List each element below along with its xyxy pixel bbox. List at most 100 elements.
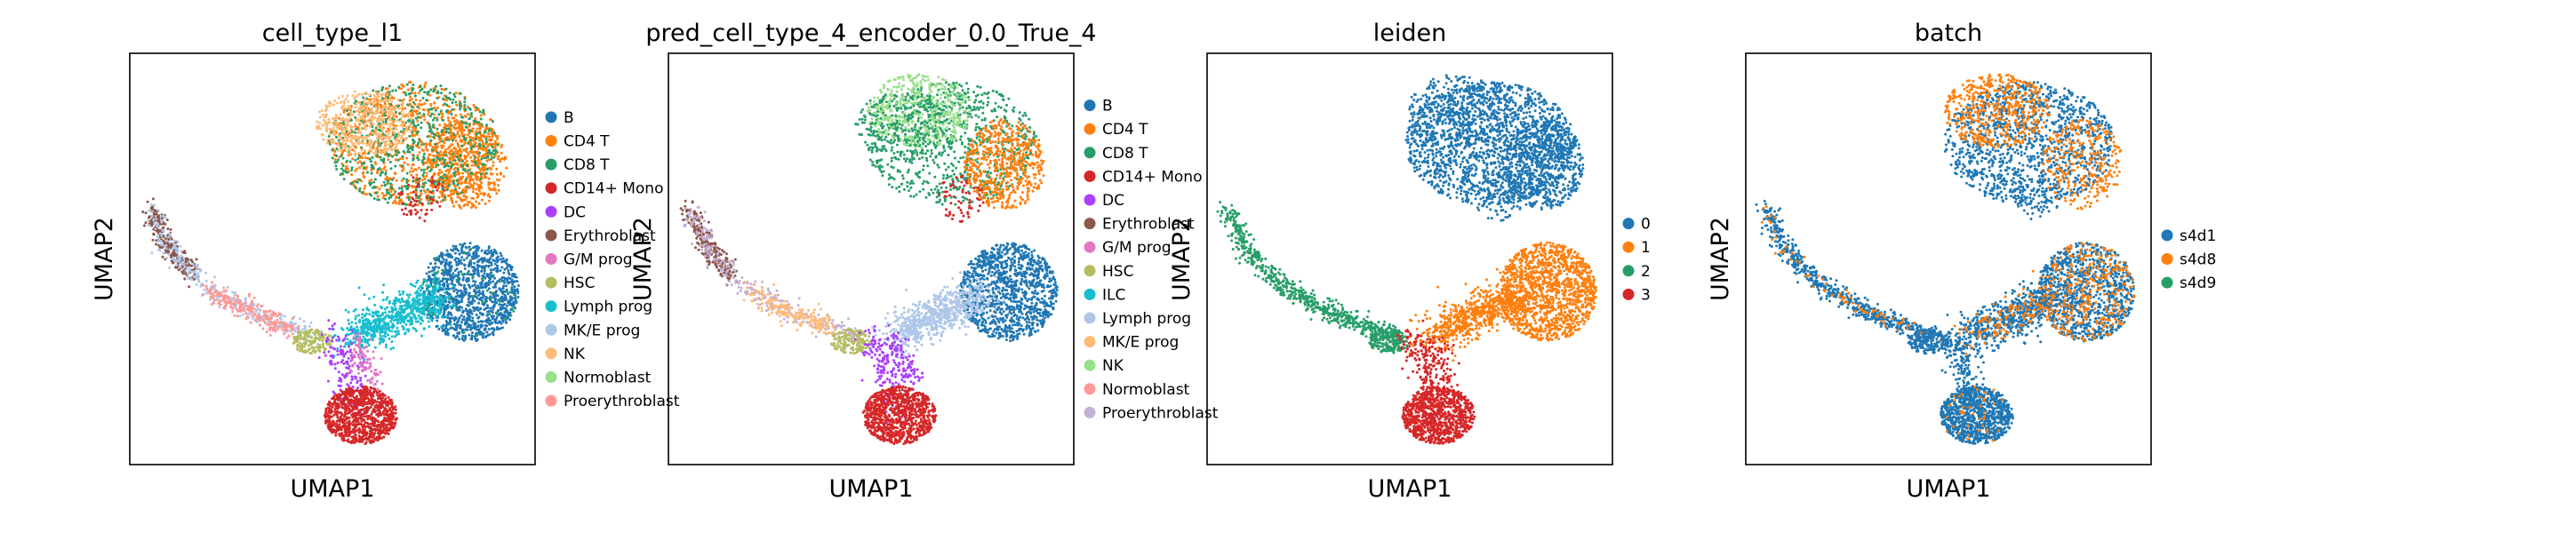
scatter-point [183,251,187,255]
scatter-point [368,93,372,96]
scatter-point [453,147,457,151]
scatter-point [456,301,460,305]
scatter-point [420,159,424,163]
scatter-point [462,135,466,139]
scatter-point [491,300,494,304]
scatter-point [432,135,436,139]
scatter-point [428,107,431,111]
scatter-point [429,168,433,171]
scatter-point [454,152,458,155]
scatter-point [357,286,361,290]
scatter-point [477,301,481,305]
scatter-point [459,196,462,200]
scatter-point [455,155,459,159]
scatter-point [410,134,413,138]
scatter-point [369,147,372,150]
scatter-point [357,154,361,157]
scatter-point [481,163,484,166]
scatter-point [394,301,397,305]
scatter-point [420,209,423,211]
scatter-point [379,173,382,177]
scatter-point [454,244,458,248]
scatter-point [436,127,439,131]
scatter-point [381,290,385,294]
scatter-point [489,306,492,310]
scatter-point [153,203,156,207]
scatter-point [440,87,444,91]
scatter-point [373,178,377,181]
scatter-point [435,314,438,318]
scatter-point [370,181,373,185]
scatter-point [354,317,357,321]
scatter-point [431,273,435,276]
scatter-point [503,281,507,284]
scatter-point [442,274,445,277]
scatter-point [382,105,385,108]
scatter-point [363,137,366,140]
scatter-point [416,123,420,127]
scatter-point [425,147,428,151]
scatter-point [419,311,422,314]
scatter-point [420,140,423,144]
scatter-point [503,155,507,159]
scatter-point [415,131,419,134]
scatter-point [487,187,491,190]
scatter-point [429,88,433,91]
scatter-point [404,107,407,110]
scatter-point [413,314,417,318]
scatter-point [379,133,382,137]
scatter-point [370,169,373,171]
scatter-point [471,179,475,182]
scatter-point [333,158,337,162]
scatter-point [389,167,393,171]
scatter-point [445,188,449,191]
scatter-point [476,183,479,187]
scatter-point [472,103,476,107]
scatter-point [236,314,239,318]
scatter-point [484,140,488,144]
scatter-point [195,258,198,261]
scatter-point [429,308,433,312]
scatter-point [334,154,338,157]
scatter-point [189,259,193,262]
scatter-point [437,277,441,281]
scatter-point [500,258,502,261]
scatter-point [434,185,437,188]
scatter-point [444,127,448,131]
scatter-point [353,137,356,140]
scatter-point [340,131,343,134]
scatter-point [428,123,431,126]
scatter-point [491,321,494,324]
scatter-point [363,314,366,318]
scatter-point [450,314,453,317]
scatter-point [340,163,344,165]
scatter-point [433,172,436,176]
scatter-point [169,227,172,231]
scatter-point [476,156,480,160]
scatter-point [384,330,387,334]
scatter-point [335,122,338,125]
scatter-point [180,254,183,258]
scatter-point [426,166,429,169]
scatter-point [483,194,485,197]
scatter-point [390,340,394,344]
scatter-point [364,104,367,107]
scatter-point [404,138,407,141]
scatter-point [493,139,497,143]
scatter-point [416,178,420,181]
scatter-point [452,98,455,101]
scatter-point [491,120,494,123]
scatter-point [328,127,332,131]
scatter-point [379,334,382,338]
scatter-point [456,183,460,187]
scatter-point [436,118,439,122]
scatter-point [425,289,428,292]
scatter-point [460,337,464,340]
scatter-point [508,295,512,298]
scatter-point [454,288,458,291]
scatter-point [479,172,483,176]
scatter-point [415,173,419,177]
scatter-point [378,99,381,102]
scatter-point [460,248,463,251]
